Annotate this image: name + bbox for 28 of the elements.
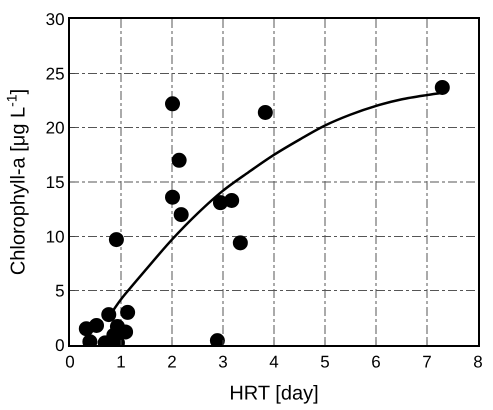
y-tick-label: 25 <box>46 64 65 84</box>
x-tick-label: 8 <box>473 352 483 372</box>
y-tick-label: 20 <box>46 118 65 138</box>
y-tick-label: 10 <box>46 227 65 246</box>
point <box>174 207 189 222</box>
point <box>165 96 180 112</box>
y-tick-label: 0 <box>55 336 65 355</box>
point <box>108 232 124 248</box>
point <box>232 235 248 250</box>
x-tick-label: 2 <box>167 352 177 372</box>
y-tick-label: 30 <box>46 10 65 29</box>
x-tick-label: 6 <box>371 352 381 372</box>
x-axis-title: HRT [day] <box>229 382 319 404</box>
y-tick-label: 15 <box>46 172 65 192</box>
point <box>120 304 136 320</box>
x-tick-label: 1 <box>116 352 126 372</box>
point <box>89 318 104 333</box>
point <box>258 104 273 120</box>
x-tick-label: 5 <box>320 352 330 372</box>
x-tick-label: 7 <box>422 352 432 372</box>
x-tick-label: 3 <box>218 352 228 372</box>
y-tick-label: 5 <box>55 282 65 301</box>
point <box>101 307 116 322</box>
point <box>172 152 187 168</box>
point <box>434 80 450 95</box>
x-tick-label: 4 <box>269 352 279 372</box>
point <box>165 190 180 205</box>
point <box>224 192 240 208</box>
